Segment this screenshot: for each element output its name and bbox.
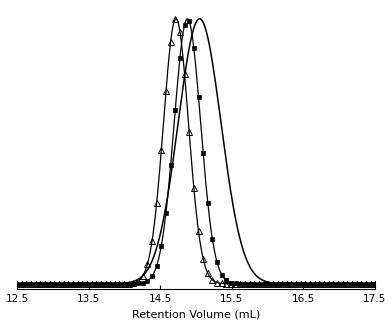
X-axis label: Retention Volume (mL): Retention Volume (mL) [132, 309, 260, 319]
